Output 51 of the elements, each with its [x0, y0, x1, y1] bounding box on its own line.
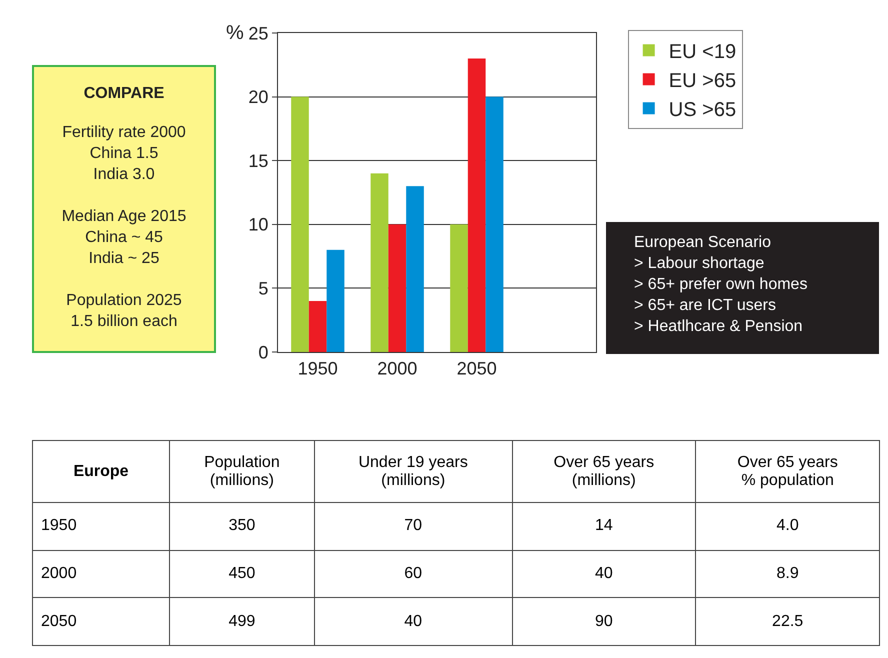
text: 499	[228, 612, 256, 630]
bar	[291, 96, 309, 352]
legend-label: EU >65	[668, 70, 736, 92]
bar	[388, 224, 406, 352]
y-axis-title: %	[226, 22, 244, 44]
text: 40	[594, 564, 613, 582]
bar	[406, 186, 424, 352]
x-tick-label: 2000	[377, 358, 418, 379]
text: European Scenario	[634, 233, 772, 253]
text: > 65+ are ICT users	[634, 296, 777, 316]
y-tick-label: 20	[248, 87, 268, 108]
text: Europe	[32, 440, 170, 502]
text: 90	[594, 612, 613, 630]
text: 22.5	[772, 612, 804, 630]
legend-label: US >65	[668, 99, 736, 122]
category-label: Population (millions)	[170, 440, 314, 502]
text: 40	[404, 612, 422, 630]
bar	[450, 224, 468, 352]
category-label: Over 65 years % population	[696, 440, 880, 502]
y-tick-label: 5	[258, 278, 268, 298]
category-label: 1950	[41, 517, 77, 534]
category-label: Under 19 years (millions)	[314, 440, 512, 502]
y-tick-label: 15	[248, 150, 268, 171]
y-tick-label: 0	[258, 342, 268, 362]
text: Population 2025 1.5 billion each	[65, 291, 183, 332]
x-tick-label: 1950	[298, 358, 338, 379]
legend-label: EU <19	[668, 41, 736, 64]
category-label: Over 65 years (millions)	[512, 440, 696, 502]
text: 14	[594, 517, 613, 534]
text: Fertility rate 2000 China 1.5 India 3.0	[61, 123, 187, 185]
text: Median Age 2015 China ~ 45 India ~ 25	[60, 207, 188, 269]
category-label: 2050	[41, 612, 77, 630]
text: COMPARE	[82, 84, 166, 104]
text: 70	[404, 517, 422, 534]
y-tick-label: 10	[248, 214, 268, 235]
text: > Labour shortage	[634, 254, 766, 274]
text: > 65+ prefer own homes	[634, 275, 808, 295]
text: 60	[404, 564, 422, 582]
y-tick-label: 25	[248, 23, 268, 44]
text: 450	[228, 564, 256, 582]
x-tick-label: 2050	[456, 358, 497, 379]
bar	[326, 250, 344, 352]
text: 8.9	[776, 564, 799, 582]
text: 350	[228, 517, 256, 534]
bar	[486, 96, 504, 352]
bar	[370, 173, 388, 352]
text: 4.0	[776, 517, 799, 534]
bar	[308, 300, 327, 352]
category-label: 2000	[41, 564, 77, 582]
bar	[468, 58, 486, 352]
text: > Heatlhcare & Pension	[634, 317, 804, 337]
